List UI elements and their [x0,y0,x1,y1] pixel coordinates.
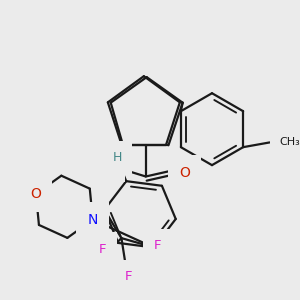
Text: N: N [103,157,114,171]
Text: F: F [99,243,106,256]
Text: O: O [179,166,190,180]
Text: F: F [124,270,132,284]
Text: CH₃: CH₃ [279,137,300,147]
Text: N: N [88,213,98,227]
Text: O: O [31,187,41,201]
Text: F: F [154,239,161,252]
Text: H: H [113,151,122,164]
